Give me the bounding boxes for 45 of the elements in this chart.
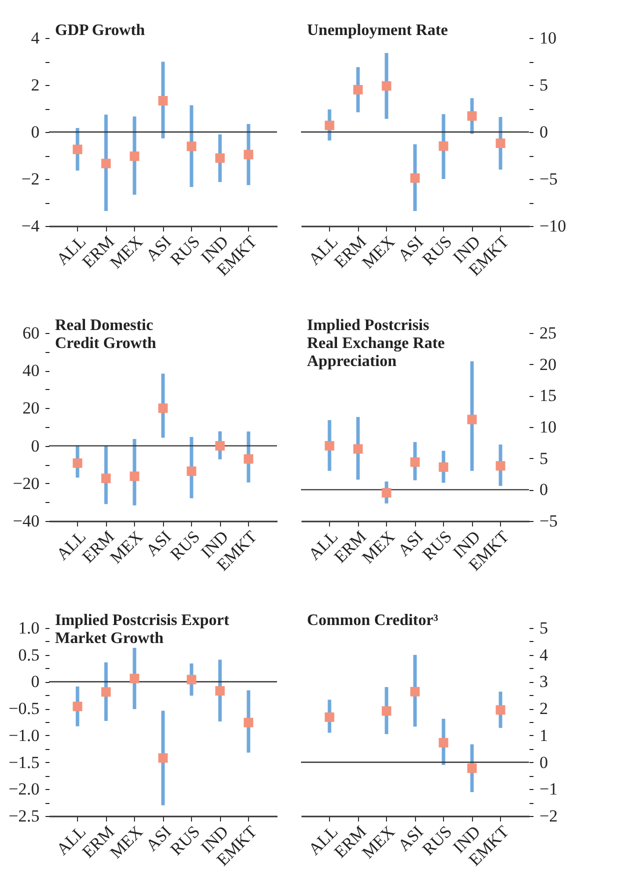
- y2-tick-label: 0: [540, 752, 548, 772]
- y-tick-label: −20: [12, 474, 40, 493]
- y2-tick-label: 10: [540, 28, 556, 48]
- y2-tick-label: 25: [540, 324, 556, 342]
- y2-tick-label: 20: [540, 354, 556, 374]
- y2-tick-label: 0: [540, 122, 548, 142]
- chart-title: GDP Growth: [55, 22, 146, 39]
- chart-title: Implied Postcrisis Export Market Growth: [55, 612, 230, 647]
- y-tick-label: −40: [12, 512, 40, 530]
- y-tick-label: 4: [31, 28, 40, 48]
- y-tick-label: 20: [22, 398, 40, 418]
- chart-title: Implied Postcrisis Real Exchange Rate Appreciation: [307, 317, 445, 370]
- y-tick-label: 0: [31, 672, 40, 692]
- y2-tick-label: 15: [540, 386, 556, 406]
- y2-tick-label: −5: [540, 512, 558, 530]
- y2-tick-label: −2: [540, 806, 558, 826]
- y2-tick-label: 5: [540, 448, 548, 468]
- y-tick-label: −2.0: [8, 780, 40, 799]
- y2-tick-label: 1: [540, 726, 548, 745]
- y-tick-label: 0: [31, 436, 40, 456]
- y2-tick-label: −1: [540, 780, 558, 799]
- y-tick-label: −0.5: [8, 699, 40, 718]
- y-tick-label: 1.0: [18, 618, 40, 638]
- y-tick-label: −1.0: [8, 726, 40, 745]
- y2-tick-label: 3: [540, 672, 548, 692]
- y-tick-label: 60: [22, 324, 40, 342]
- y2-tick-label: 4: [540, 645, 548, 664]
- y2-tick-label: 2: [540, 699, 548, 718]
- y-tick-label: 0: [31, 122, 40, 142]
- chart-title: Real Domestic Credit Growth: [55, 317, 156, 352]
- chart-title: Common Creditor³: [307, 612, 438, 629]
- y2-tick-label: 10: [540, 418, 556, 436]
- y-tick-label: 2: [31, 76, 40, 94]
- y2-tick-label: −10: [540, 216, 566, 236]
- y-tick-label: −2.5: [8, 806, 40, 826]
- y2-tick-label: 0: [540, 480, 548, 500]
- y-tick-label: 40: [22, 361, 40, 380]
- y2-tick-label: −5: [540, 170, 558, 188]
- y-tick-label: 0.5: [18, 645, 40, 664]
- y2-tick-label: 5: [540, 76, 548, 94]
- y-tick-label: −4: [21, 216, 40, 236]
- y2-tick-label: 5: [540, 618, 548, 638]
- y-tick-label: −1.5: [8, 752, 40, 772]
- chart-title: Unemployment Rate: [307, 22, 448, 39]
- y-tick-label: −2: [21, 170, 40, 188]
